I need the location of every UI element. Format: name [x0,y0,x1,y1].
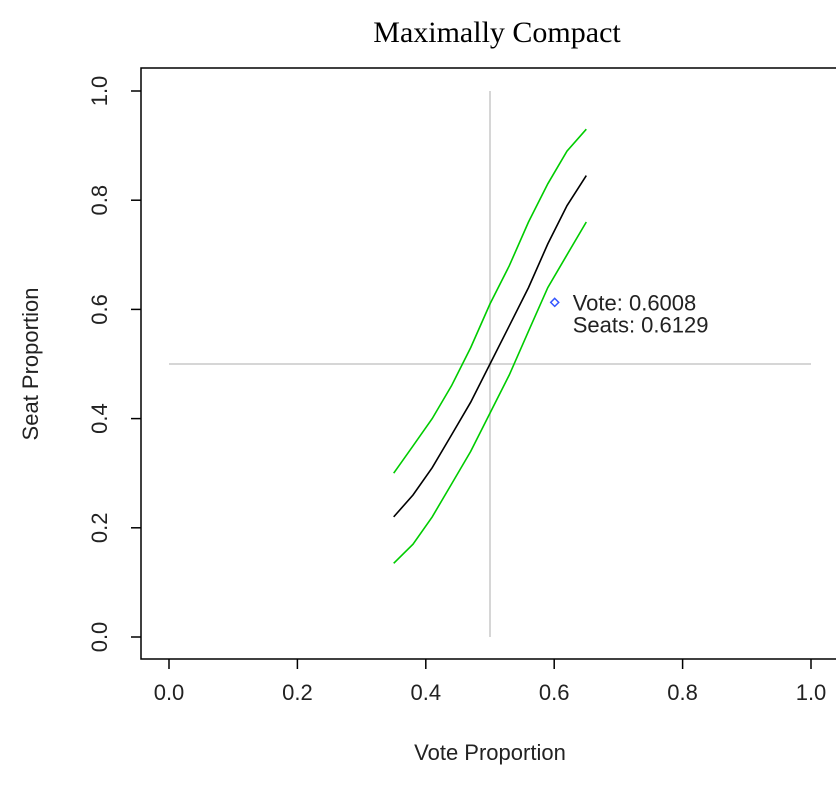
x-tick-label: 0.0 [154,680,185,705]
annotation-seats: Seats: 0.6129 [573,312,709,337]
annotation-vote: Vote: 0.6008 [573,290,697,315]
x-tick-label: 0.2 [282,680,313,705]
y-tick-label: 0.2 [87,513,112,544]
x-tick-label: 0.6 [539,680,570,705]
y-tick-label: 0.6 [87,294,112,325]
y-tick-label: 0.0 [87,622,112,653]
y-axis-label: Seat Proportion [18,288,43,441]
series-line-upper [393,128,587,474]
data-point-marker [549,297,560,308]
y-tick-label: 0.8 [87,185,112,216]
plot-area: 0.0 0.2 0.4 0.6 0.8 1.0 0.0 0.2 0.4 0.6 0.8 1.0 Vote… [87,67,836,705]
x-tick-label: 0.4 [411,680,442,705]
series-line-center [393,175,587,518]
y-tick-label: 1.0 [87,76,112,107]
y-tick-label: 0.4 [87,403,112,434]
chart-title: Maximally Compact [373,16,621,49]
x-tick-label: 0.8 [667,680,698,705]
x-axis-label: Vote Proportion [414,740,566,765]
plot-frame [140,67,836,660]
series-line-lower [393,221,587,564]
x-tick-label: 1.0 [796,680,827,705]
